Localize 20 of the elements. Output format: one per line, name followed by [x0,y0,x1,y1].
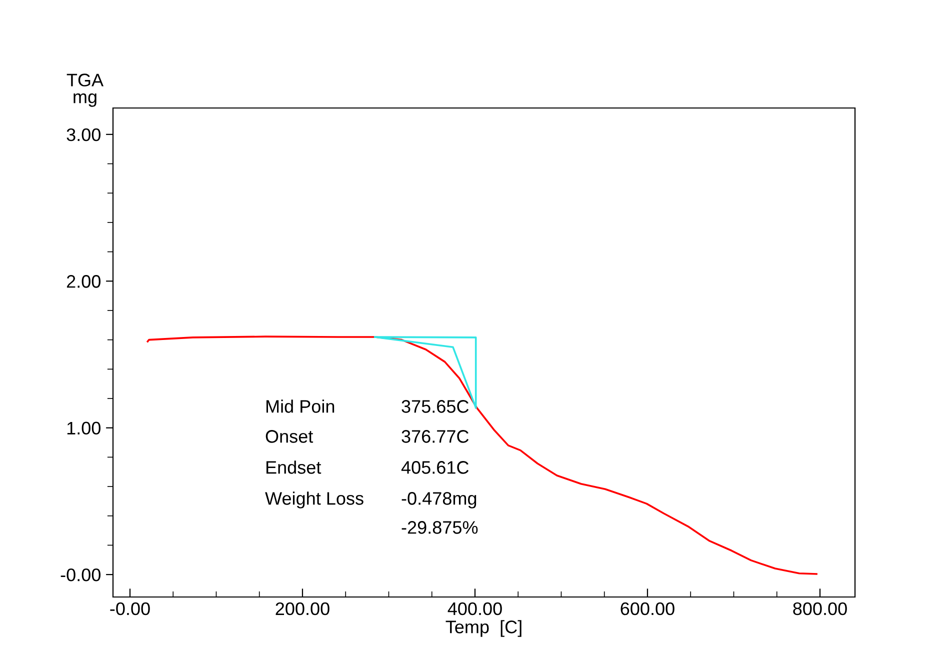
annotation: -29.875% [402,521,478,534]
y-tick-label: 3.00 [66,128,100,142]
x-tick-label: 400.00 [448,602,502,616]
x-tick-label: 800.00 [793,602,847,616]
annotation: Mid Poin [266,400,334,413]
y-tick-label: -0.00 [60,568,100,582]
annotation: 405.61C [401,461,469,474]
x-tick-label: 600.00 [620,602,674,616]
annotation: Endset [266,460,322,474]
annotation: Weight Loss [265,492,364,508]
annotation: Onset [266,430,314,443]
x-tick-label: 200.00 [276,602,330,616]
annotation: -0.478mg [402,492,476,508]
y-axis-title: TGA mg [66,74,104,107]
x-axis-title: Temp [C] [446,620,522,637]
x-tick-label: -0.00 [110,602,150,616]
annotation: 375.65C [402,400,469,413]
y-tick-label: 2.00 [66,275,100,288]
y-tick-label: 1.00 [67,422,100,435]
annotation: 376.77C [402,430,469,443]
